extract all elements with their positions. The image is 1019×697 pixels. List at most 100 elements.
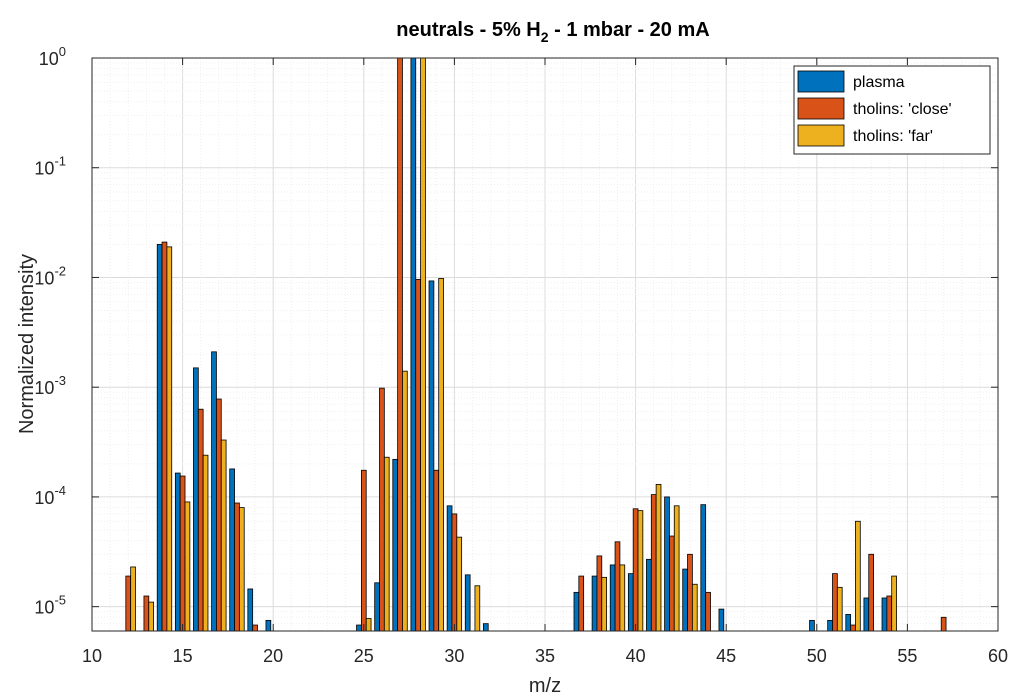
legend-label: tholins: 'far' (853, 128, 933, 145)
bar (591, 575, 598, 632)
y-tick-label: 10-3 (34, 373, 66, 398)
bar (573, 591, 580, 632)
bar (451, 513, 458, 632)
bar (379, 387, 385, 632)
x-tick-label: 35 (535, 646, 555, 666)
x-tick-label: 55 (897, 646, 917, 666)
bar (464, 574, 471, 632)
bar (705, 591, 711, 632)
bar (125, 575, 132, 632)
axis-ticks: 10 15 20 25 30 35 40 45 50 55 60 100 10-1 10-2 10-3 10-… (34, 44, 1008, 666)
bar (646, 558, 652, 632)
legend-swatch (797, 70, 845, 93)
bar (410, 57, 417, 632)
bar (850, 624, 856, 632)
bar (650, 494, 657, 632)
legend-swatch (797, 97, 845, 120)
bar (428, 280, 435, 632)
bar (148, 601, 155, 632)
bar (211, 351, 217, 632)
bar (614, 541, 621, 632)
bar (855, 520, 861, 632)
bar (891, 575, 897, 632)
x-tick-label: 60 (988, 646, 1008, 666)
bar (845, 614, 852, 632)
legend-label: tholins: 'close' (853, 101, 952, 118)
x-tick-label: 10 (82, 646, 102, 666)
bar (238, 507, 245, 632)
bar (832, 573, 838, 632)
bar (687, 553, 693, 632)
bar (402, 370, 408, 632)
bar (247, 588, 254, 632)
bar (184, 501, 191, 632)
x-tick-label: 25 (354, 646, 374, 666)
bar (179, 475, 186, 632)
bar (433, 469, 440, 632)
bar (234, 502, 240, 632)
y-tick-label: 10-2 (34, 263, 66, 288)
bar (609, 564, 616, 632)
legend: plasma tholins: 'close' tholins: 'far' (793, 65, 991, 155)
x-tick-label: 20 (263, 646, 283, 666)
y-tick-label: 100 (39, 44, 66, 69)
bar (868, 553, 874, 632)
bar (596, 555, 603, 632)
bar (700, 504, 707, 632)
bar (438, 278, 444, 632)
bar (365, 618, 372, 632)
y-tick-label: 10-4 (34, 483, 66, 508)
bar (197, 408, 204, 632)
bar (456, 536, 463, 632)
legend-label: plasma (853, 74, 905, 91)
bar (374, 582, 380, 632)
bar (397, 57, 403, 632)
bar (886, 595, 893, 632)
chart-title: neutrals - 5% H2 - 1 mbar - 20 mA (396, 19, 709, 45)
bar (229, 468, 235, 632)
bar (193, 367, 199, 632)
bar (143, 595, 150, 632)
bar (156, 244, 163, 632)
x-tick-label: 40 (626, 646, 646, 666)
y-tick-label: 10-5 (34, 593, 66, 618)
bar (265, 619, 272, 632)
bar (482, 623, 489, 632)
bar (601, 576, 608, 632)
bar (161, 241, 168, 632)
bar (863, 597, 870, 632)
bar (383, 456, 390, 632)
bar (356, 624, 362, 632)
bar (252, 624, 258, 632)
y-tick-label: 10-1 (34, 154, 66, 179)
bar (130, 566, 136, 632)
bar (827, 619, 833, 632)
x-axis-label: m/z (529, 675, 561, 697)
bar (619, 564, 626, 632)
bar (446, 505, 453, 632)
bar (836, 586, 843, 632)
bar (682, 568, 688, 632)
bar (627, 573, 634, 632)
bar (578, 575, 585, 632)
bar (669, 535, 675, 632)
x-tick-label: 50 (807, 646, 827, 666)
x-tick-label: 45 (716, 646, 736, 666)
bar (360, 469, 367, 632)
x-tick-label: 15 (173, 646, 193, 666)
bar (809, 619, 815, 632)
bar (202, 454, 209, 632)
bar (220, 439, 227, 632)
bar (940, 616, 947, 632)
bar (881, 597, 888, 632)
bar (174, 472, 181, 632)
bar (420, 57, 426, 632)
bar (655, 484, 662, 632)
bar (474, 585, 481, 632)
bar (632, 508, 639, 632)
bar (664, 496, 670, 632)
bar (392, 458, 399, 632)
bar (637, 510, 644, 632)
y-axis-label: Normalized intensity (16, 254, 38, 434)
bar (718, 608, 725, 632)
